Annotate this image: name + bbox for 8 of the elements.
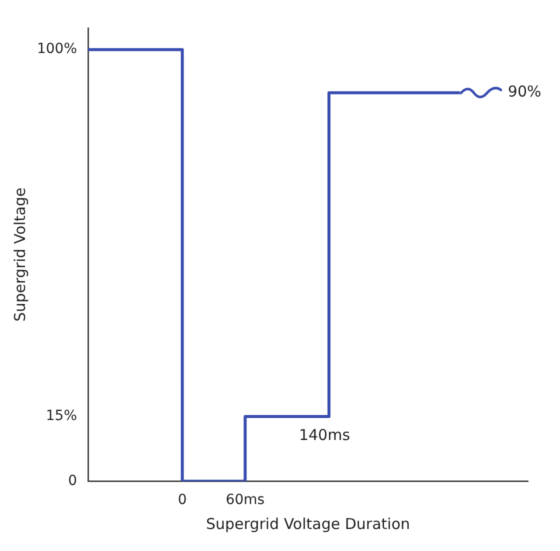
y-tick-label: 100% xyxy=(36,41,78,58)
annotation: 90% xyxy=(508,82,542,101)
y-tick-label: 15% xyxy=(46,408,78,424)
annotation: 140ms xyxy=(298,426,350,444)
x-axis-title: Supergrid Voltage Duration xyxy=(206,514,410,533)
x-tick-label: 60ms xyxy=(226,492,265,508)
y-tick-label: 0 xyxy=(68,472,78,489)
y-axis-title: Supergrid Voltage xyxy=(10,188,29,322)
